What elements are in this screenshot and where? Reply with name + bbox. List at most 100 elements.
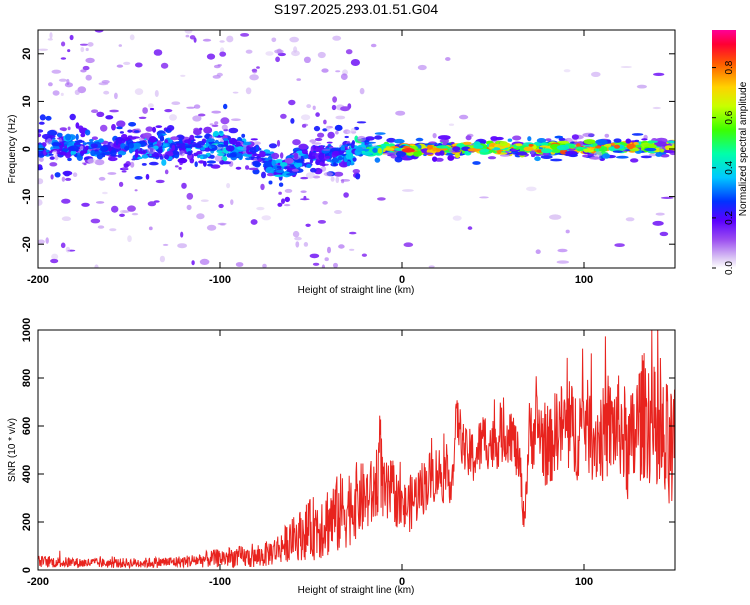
- spectrogram-cell: [265, 51, 274, 56]
- spectrogram-cell: [582, 144, 593, 147]
- spectrogram-cell: [193, 129, 202, 136]
- spectrogram-cell: [118, 44, 123, 47]
- spectrogram-cell: [332, 96, 337, 103]
- spectrogram-cell: [515, 143, 523, 147]
- spectrogram-cell: [223, 103, 228, 110]
- snr-y-tick-label: 600: [21, 417, 33, 435]
- spectrogram-cell: [655, 152, 663, 157]
- spectrogram-cell: [526, 186, 537, 192]
- spectrogram-cell: [186, 192, 194, 200]
- spectrogram-cell: [60, 242, 66, 249]
- spectrogram-cell: [189, 157, 195, 164]
- spectrogram-cell: [137, 156, 143, 160]
- chart-title: S197.2025.293.01.51.G04: [274, 1, 438, 17]
- colorbar-tick-label: 0.8: [724, 60, 735, 74]
- spectrogram-cell: [340, 144, 345, 152]
- spectrogram-cell: [583, 139, 596, 145]
- spectrogram-y-ticks: 20 10 0 -10 -20: [21, 48, 675, 252]
- spectrogram-cell: [315, 112, 320, 117]
- spectrogram-cell: [189, 134, 195, 141]
- spectrogram-cell: [152, 126, 157, 133]
- spectrogram-cell: [377, 197, 386, 201]
- spectrogram-cell: [321, 68, 329, 73]
- spectrogram-cell: [38, 239, 45, 244]
- spectrogram-cell: [563, 69, 571, 73]
- spectrogram-cell: [116, 120, 126, 128]
- spectrogram-x-tick-label: -100: [209, 274, 231, 286]
- spectrogram-cell: [557, 248, 568, 253]
- spectrogram-cell: [162, 143, 168, 147]
- spectrogram-cell: [185, 145, 192, 149]
- spectrogram-cell: [330, 176, 335, 182]
- spectrogram-cell: [528, 144, 534, 147]
- spectrogram-cell: [223, 138, 229, 141]
- spectrogram-cell: [164, 139, 168, 144]
- spectrogram-cell: [200, 155, 204, 160]
- spectrogram-cell: [110, 149, 117, 157]
- spectrogram-cell: [241, 133, 246, 138]
- spectrogram-cell: [614, 243, 625, 248]
- spectrogram-cell: [45, 149, 50, 153]
- spectrogram-cell: [274, 49, 284, 54]
- spectrogram-cell: [517, 151, 528, 156]
- spectrogram-cell: [309, 253, 320, 259]
- spectrogram-cell: [507, 138, 513, 142]
- spectrogram-cell: [79, 43, 89, 46]
- spectrogram-cell: [334, 210, 342, 214]
- spectrogram-cell: [631, 133, 644, 136]
- spectrogram-cell: [45, 115, 52, 121]
- spectrogram-cell: [276, 139, 281, 147]
- spectrogram-cell: [352, 169, 360, 174]
- spectrogram-cell: [365, 141, 377, 144]
- spectrogram-cell: [576, 143, 581, 148]
- spectrogram-cell: [59, 127, 67, 131]
- spectrogram-cell: [243, 154, 252, 157]
- spectrogram-cell: [67, 126, 71, 131]
- spectrogram-cell: [490, 136, 499, 141]
- spectrogram-cell: [291, 168, 299, 172]
- spectrogram-y-axis-label: Frequency (Hz): [7, 115, 18, 184]
- spectrogram-cell: [170, 136, 179, 141]
- spectrogram-cell: [428, 265, 435, 268]
- spectrogram-cell: [549, 214, 562, 220]
- spectrogram-cell: [271, 159, 276, 167]
- spectrogram-cell: [305, 223, 311, 227]
- spectrogram-cell: [256, 206, 265, 211]
- spectrogram-cell: [337, 155, 343, 161]
- spectrogram-cell: [45, 237, 49, 244]
- snr-x-tick-label: 100: [575, 576, 593, 588]
- spectrogram-cell: [346, 143, 352, 146]
- spectrogram-cell: [186, 204, 192, 211]
- spectrogram-cell: [119, 131, 124, 134]
- spectrogram-cell: [332, 35, 342, 41]
- spectrogram-cell: [452, 215, 462, 221]
- snr-y-tick-label: 200: [21, 513, 33, 531]
- spectrogram-cell: [335, 70, 341, 73]
- spectrogram-cell: [38, 133, 42, 138]
- spectrogram-cell: [296, 78, 302, 81]
- spectrogram-cell: [323, 172, 334, 177]
- colorbar-label: Normalized spectral amplitude: [738, 81, 749, 216]
- spectrogram-cell: [193, 37, 197, 43]
- spectrogram-cell: [49, 32, 53, 39]
- spectrogram-cell: [473, 144, 484, 149]
- spectrogram-cell: [534, 156, 541, 162]
- spectrogram-cell: [39, 157, 44, 163]
- spectrogram-cell: [288, 99, 296, 106]
- spectrogram-cell: [127, 129, 133, 133]
- snr-x-ticks: -200 -100 0 100: [27, 330, 593, 588]
- spectrogram-cell: [290, 164, 295, 168]
- spectrogram-cell: [51, 253, 59, 260]
- spectrogram-cell: [595, 139, 608, 146]
- spectrogram-cell: [60, 92, 64, 96]
- spectrogram-cell: [660, 153, 670, 158]
- spectrogram-cell: [61, 198, 71, 204]
- spectrogram-cell: [365, 136, 375, 141]
- spectrogram-cell: [281, 198, 285, 204]
- spectrogram-cell: [142, 132, 152, 138]
- spectrogram-cell: [135, 62, 143, 68]
- spectrogram-cell: [454, 152, 460, 158]
- spectrogram-cell: [262, 263, 267, 268]
- spectrogram-cell: [659, 231, 669, 237]
